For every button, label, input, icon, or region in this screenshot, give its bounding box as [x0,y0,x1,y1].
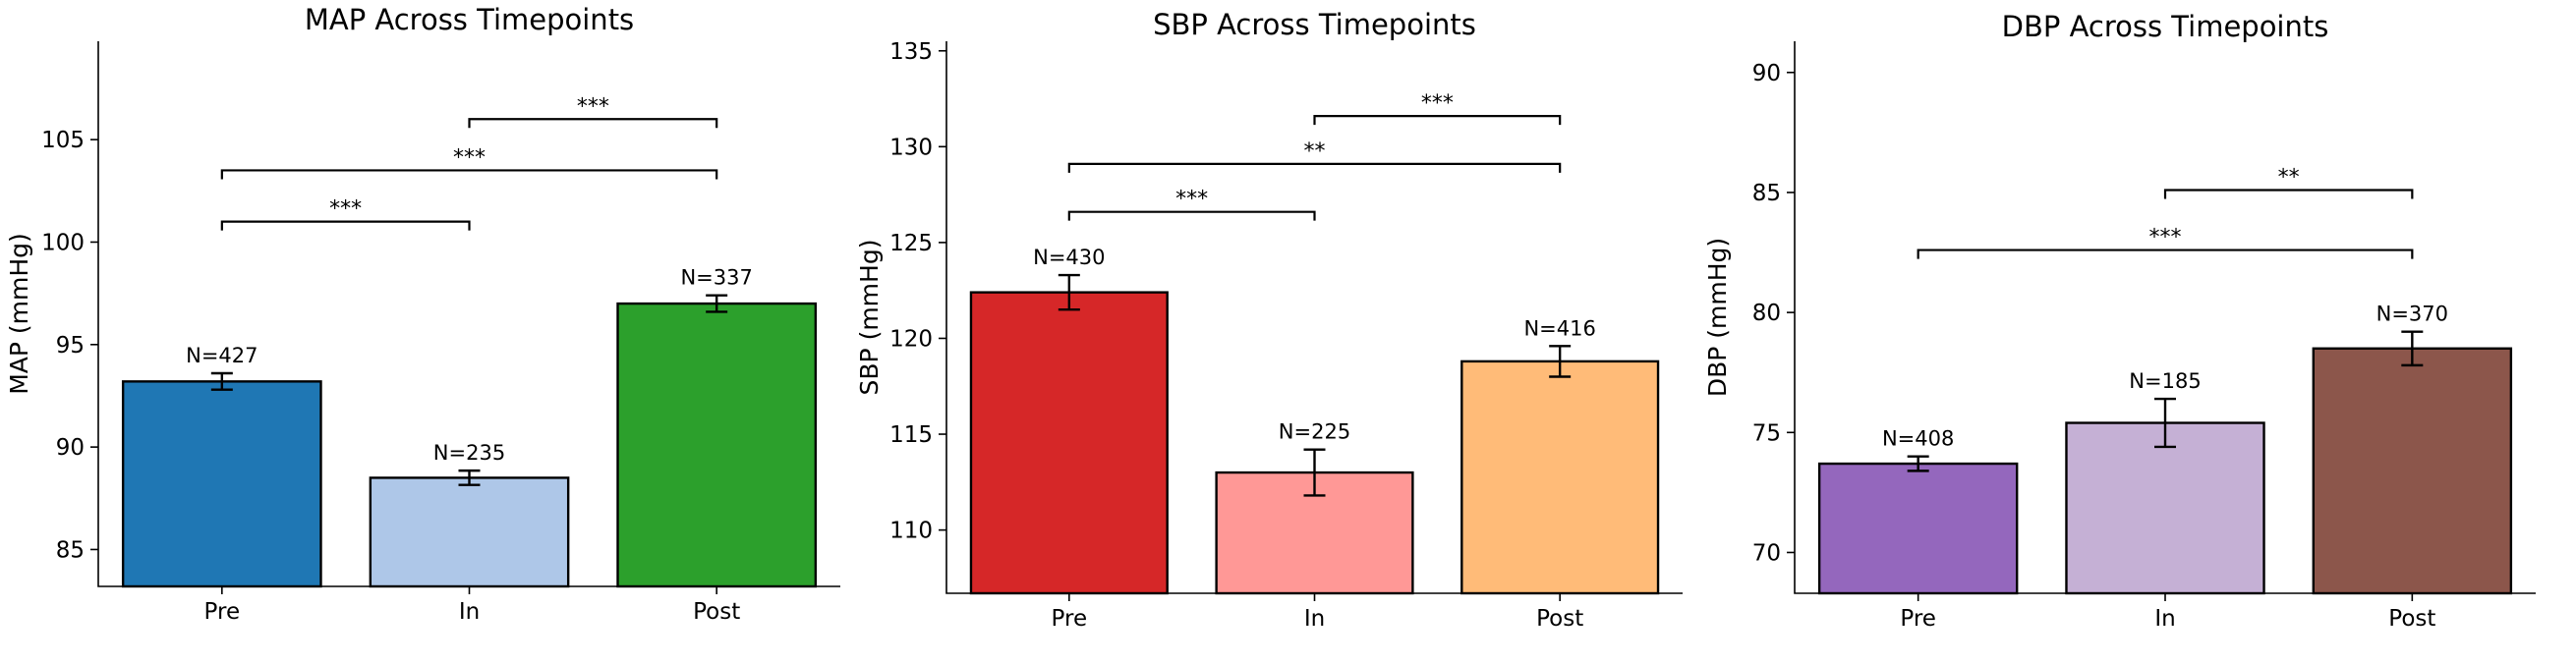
significance-bracket [1067,210,1316,221]
y-tick-label: 70 [1752,540,1781,566]
axis-spines [1794,41,2536,594]
significance-bracket [220,220,471,231]
x-tick-label: Post [693,599,740,625]
bar-in [369,476,570,588]
significance-bracket [1313,115,1562,126]
y-tick-label: 130 [889,135,933,160]
n-label: N=427 [186,344,258,367]
error-bar-in [458,469,481,486]
chart-title: MAP Across Timepoints [305,3,634,36]
error-bar-in [1303,448,1326,497]
significance-label: *** [1421,91,1454,116]
n-label: N=430 [1033,246,1105,269]
error-bar-pre [1907,455,1929,472]
y-tick-label: 85 [56,537,85,563]
axis-spines [97,41,840,587]
n-label: N=337 [680,266,752,290]
map-chart: MAP Across Timepoints MAP (mmHg) N=427 N=23… [5,3,840,625]
error-bar-post [1549,345,1572,378]
y-axis-label: MAP (mmHg) [5,233,33,395]
y-tick-label: 105 [41,128,85,153]
y-tick-label: 115 [889,422,933,448]
significance-label: *** [2149,226,2182,250]
error-bar-post [2401,330,2424,367]
x-tick-label: Pre [1900,606,1936,632]
x-tick-label: Pre [1052,606,1088,632]
y-tick-label: 85 [1752,181,1781,206]
chart-title: DBP Across Timepoints [2002,10,2329,43]
significance-bracket [1067,162,1562,173]
y-tick-label: 100 [41,230,85,255]
n-label: N=416 [1523,316,1595,340]
n-label: N=185 [2129,369,2201,393]
bar-post [616,302,818,588]
y-tick-label: 125 [889,231,933,256]
axis-spines [945,41,1683,594]
x-tick-label: In [459,599,480,625]
y-axis-label: SBP (mmHg) [855,240,884,396]
y-tick-label: 90 [56,435,85,461]
bar-in [2065,421,2265,595]
n-label: N=225 [1279,420,1350,444]
y-tick-label: 75 [1752,420,1781,446]
n-label: N=408 [1882,427,1954,451]
y-tick-label: 120 [889,326,933,352]
chart-title: SBP Across Timepoints [1153,8,1476,41]
error-bar-in [2154,397,2176,449]
significance-bracket [2163,189,2414,199]
significance-label: *** [1175,188,1208,212]
bar-pre [1817,462,2019,595]
significance-label: *** [329,197,362,222]
bar-pre [969,291,1169,595]
y-tick-label: 135 [889,39,933,65]
significance-bracket [468,118,718,129]
significance-label: *** [577,94,609,119]
bar-post [2312,347,2513,595]
n-label: N=370 [2376,303,2448,326]
bar-pre [121,380,322,588]
error-bar-post [706,294,728,313]
error-bar-pre [1058,273,1080,311]
significance-bracket [1917,249,2414,259]
x-tick-label: In [2154,606,2175,632]
n-label: N=235 [433,441,505,465]
y-axis-label: DBP (mmHg) [1703,238,1732,397]
sbp-chart: SBP Across Timepoints SBP (mmHg) N=430 N=22… [855,8,1683,632]
significance-label: *** [453,145,486,170]
y-tick-label: 90 [1752,61,1781,86]
x-tick-label: Post [2388,606,2435,632]
error-bar-pre [210,371,233,391]
x-tick-label: Post [1536,606,1583,632]
bar-post [1460,360,1660,595]
y-tick-label: 80 [1752,301,1781,326]
significance-label: ** [2278,165,2300,190]
x-tick-label: In [1304,606,1325,632]
y-tick-label: 95 [56,333,85,359]
y-tick-label: 110 [889,519,933,544]
significance-bracket [220,169,718,180]
significance-label: ** [1304,139,1326,164]
x-tick-label: Pre [204,599,241,625]
dbp-chart: DBP Across Timepoints DBP (mmHg) N=408 N=18… [1703,10,2536,632]
